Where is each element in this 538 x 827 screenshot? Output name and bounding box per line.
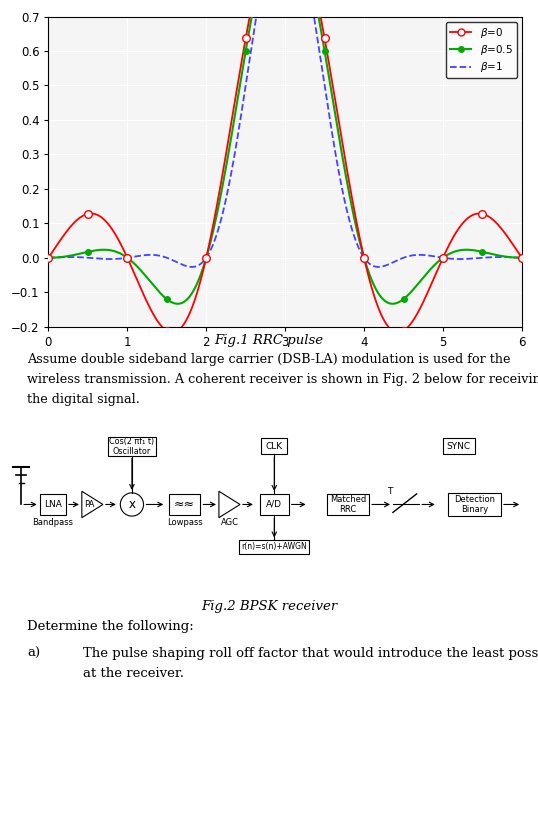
Line: $\beta$=0.5: $\beta$=0.5 bbox=[48, 0, 522, 304]
$\beta$=0.5 bbox=[174, 299, 181, 308]
$\beta$=1 bbox=[505, 252, 512, 262]
Text: Matched: Matched bbox=[330, 495, 366, 504]
$\beta$=0 bbox=[169, 327, 175, 337]
$\beta$=1 bbox=[45, 253, 52, 263]
Text: the digital signal.: the digital signal. bbox=[27, 393, 140, 406]
Text: Detection: Detection bbox=[454, 495, 495, 504]
Bar bbox=[443, 438, 475, 454]
Text: LNA: LNA bbox=[44, 500, 62, 509]
$\beta$=1 bbox=[69, 252, 76, 262]
Text: CLK: CLK bbox=[266, 442, 283, 451]
$\beta$=0.5 bbox=[45, 253, 52, 263]
$\beta$=0 bbox=[419, 300, 425, 310]
Line: $\beta$=0: $\beta$=0 bbox=[48, 0, 522, 332]
$\beta$=0 bbox=[505, 233, 512, 243]
Bar bbox=[260, 494, 289, 515]
Text: wireless transmission. A coherent receiver is shown in Fig. 2 below for receivin: wireless transmission. A coherent receiv… bbox=[27, 373, 538, 386]
Text: Binary: Binary bbox=[461, 505, 489, 514]
Text: x: x bbox=[129, 498, 136, 511]
Text: Determine the following:: Determine the following: bbox=[27, 620, 194, 633]
$\beta$=0.5 bbox=[519, 253, 525, 263]
Text: RRC: RRC bbox=[339, 505, 357, 514]
Bar bbox=[40, 494, 66, 515]
Text: A/D: A/D bbox=[266, 500, 282, 509]
Text: Bandpass: Bandpass bbox=[32, 519, 73, 528]
$\beta$=0.5 bbox=[69, 251, 76, 261]
Text: at the receiver.: at the receiver. bbox=[83, 667, 185, 680]
Text: r(n)=s(n)+AWGN: r(n)=s(n)+AWGN bbox=[242, 543, 307, 552]
$\beta$=0.5 bbox=[505, 252, 512, 262]
Bar bbox=[448, 493, 501, 516]
$\beta$=1 bbox=[375, 262, 381, 272]
$\beta$=0 bbox=[505, 233, 512, 243]
Text: a): a) bbox=[27, 647, 40, 660]
$\beta$=1 bbox=[419, 250, 425, 260]
Text: PA: PA bbox=[84, 500, 95, 509]
$\beta$=0.5 bbox=[505, 252, 512, 262]
$\beta$=0 bbox=[519, 253, 525, 263]
Text: Fig.1 RRC pulse: Fig.1 RRC pulse bbox=[215, 334, 323, 347]
Bar bbox=[169, 494, 201, 515]
Text: The pulse shaping roll off factor that would introduce the least possible ISI: The pulse shaping roll off factor that w… bbox=[83, 647, 538, 660]
Text: T: T bbox=[387, 487, 393, 495]
Text: SYNC: SYNC bbox=[447, 442, 471, 451]
Legend: $\beta$=0, $\beta$=0.5, $\beta$=1: $\beta$=0, $\beta$=0.5, $\beta$=1 bbox=[446, 22, 516, 79]
Text: Fig.2 BPSK receiver: Fig.2 BPSK receiver bbox=[201, 600, 337, 614]
$\beta$=0.5 bbox=[419, 275, 425, 284]
Line: $\beta$=1: $\beta$=1 bbox=[48, 0, 522, 267]
$\beta$=1 bbox=[519, 253, 525, 263]
Text: Oscillator: Oscillator bbox=[113, 447, 151, 456]
Bar bbox=[108, 437, 155, 456]
Text: AGC: AGC bbox=[221, 519, 238, 528]
Text: Assume double sideband large carrier (DSB-LA) modulation is used for the: Assume double sideband large carrier (DS… bbox=[27, 353, 511, 366]
Text: ≈≈: ≈≈ bbox=[174, 498, 195, 511]
Bar bbox=[261, 438, 287, 454]
Bar bbox=[327, 494, 369, 515]
$\beta$=0 bbox=[69, 219, 76, 229]
Text: Cos(2 πf₁ t): Cos(2 πf₁ t) bbox=[109, 437, 154, 446]
$\beta$=1 bbox=[505, 252, 512, 262]
$\beta$=0 bbox=[45, 253, 52, 263]
Text: Lowpass: Lowpass bbox=[167, 519, 202, 528]
